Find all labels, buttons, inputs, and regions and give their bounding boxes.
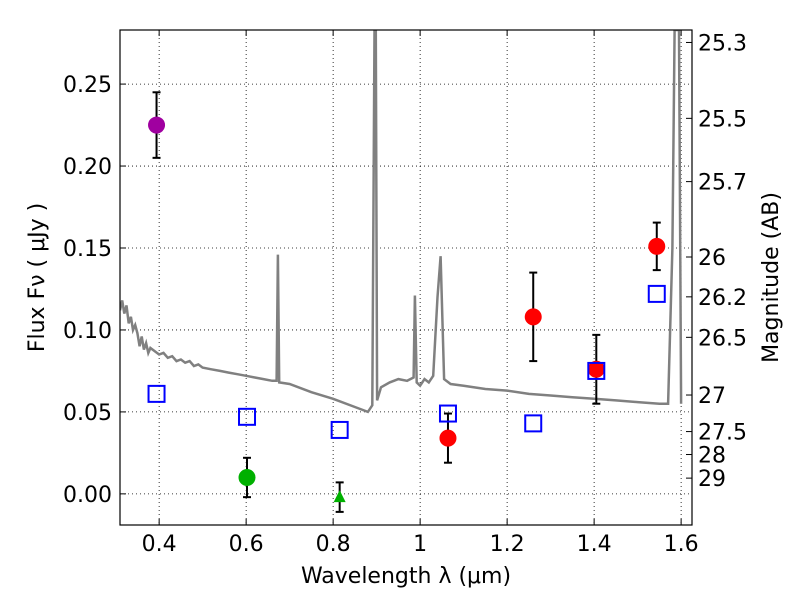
y-right-tick-label: 26.2	[698, 286, 747, 311]
y-tick-label: 0.05	[63, 401, 112, 426]
model-square	[647, 284, 666, 303]
y-tick-label: 0.00	[63, 483, 112, 508]
x-tick-label: 0.8	[316, 532, 351, 557]
model-square	[238, 407, 257, 426]
x-tick-label: 1.4	[577, 532, 612, 557]
data-points	[147, 91, 666, 513]
y-tick-label: 0.25	[63, 73, 112, 98]
y-right-tick-label: 27	[698, 384, 726, 409]
x-tick-label: 1	[413, 532, 427, 557]
y-right-tick-label: 29	[698, 467, 726, 492]
x-tick-label: 1.2	[490, 532, 525, 557]
model-square	[587, 361, 606, 380]
data-point	[524, 308, 542, 326]
x-tick-label: 1.6	[664, 532, 699, 557]
y-right-tick-label: 25.5	[698, 107, 747, 132]
y-axis-label: Flux Fν ( μJy )	[25, 203, 50, 352]
data-point	[648, 237, 666, 255]
x-axis-label: Wavelength λ (μm)	[301, 564, 511, 589]
y-axis-right-label: Magnitude (AB)	[759, 192, 784, 363]
model-square	[330, 420, 349, 439]
grid-lines	[120, 30, 692, 525]
y-right-tick-label: 25.3	[698, 31, 747, 56]
plot-frame	[119, 29, 693, 526]
data-point	[148, 116, 166, 134]
model-square	[438, 404, 457, 423]
model-spectrum	[120, 30, 683, 414]
y-right-tick-label: 26	[698, 246, 726, 271]
x-tick-label: 0.6	[229, 532, 264, 557]
axis-ticks: 0.4 0.6 0.8 1 1.2 1.4 1.6 0.00 0.05 0.10 0.15 0.20 0…	[63, 30, 747, 557]
y-tick-label: 0.10	[63, 319, 112, 344]
data-point-triangle	[333, 490, 346, 503]
x-tick-label: 0.4	[142, 532, 177, 557]
spectrum-line	[120, 30, 683, 414]
model-square	[524, 414, 543, 433]
data-point	[238, 468, 256, 486]
y-right-tick-label: 26.5	[698, 326, 747, 351]
y-right-tick-label: 27.5	[698, 421, 747, 446]
y-tick-label: 0.15	[63, 237, 112, 262]
y-right-tick-label: 25.7	[698, 171, 747, 196]
model-square	[147, 384, 166, 403]
data-point	[439, 429, 457, 447]
y-tick-label: 0.20	[63, 155, 112, 180]
y-right-tick-label: 28	[698, 444, 726, 469]
